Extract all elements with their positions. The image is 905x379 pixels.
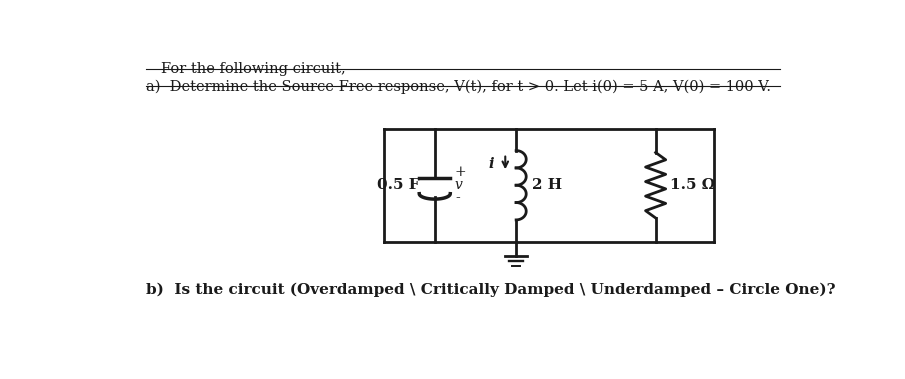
Text: 0.5 F: 0.5 F xyxy=(376,178,419,192)
Text: b)  Is the circuit (Overdamped \ Critically Damped \ Underdamped – Circle One)?: b) Is the circuit (Overdamped \ Critical… xyxy=(146,283,835,297)
Text: v: v xyxy=(455,178,462,192)
Text: +: + xyxy=(455,165,466,179)
Text: 1.5 Ω: 1.5 Ω xyxy=(671,178,716,192)
Text: a)  Determine the Source-Free response, V(t), for t > 0. Let i(0) = 5 A, V(0) = : a) Determine the Source-Free response, V… xyxy=(146,79,771,94)
Text: -: - xyxy=(455,191,460,205)
Text: For the following circuit,: For the following circuit, xyxy=(161,63,346,77)
Text: 2 H: 2 H xyxy=(532,178,563,192)
Text: i: i xyxy=(489,157,494,171)
